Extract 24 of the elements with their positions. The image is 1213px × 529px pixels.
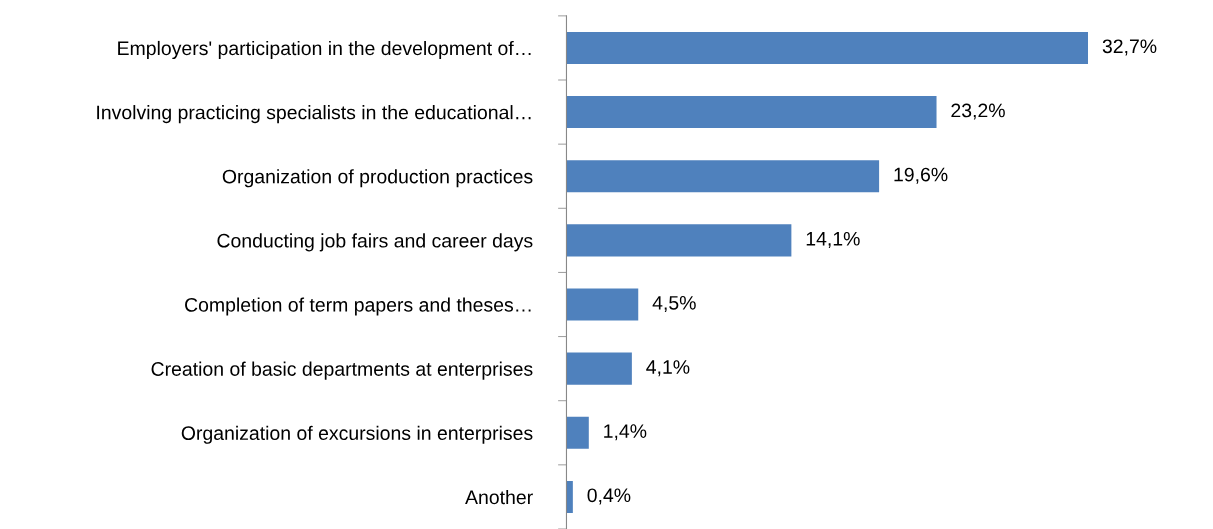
bar — [566, 352, 632, 385]
data-label: 0,4% — [587, 488, 631, 505]
bar — [566, 480, 573, 513]
bar — [566, 416, 589, 449]
data-label: 23,2% — [951, 103, 1005, 120]
data-label: 32,7% — [1102, 39, 1157, 56]
data-label: 14,1% — [806, 231, 860, 248]
y-tick-label: Organization of production practices — [222, 169, 533, 188]
bar — [566, 224, 792, 257]
data-label: 4,5% — [652, 296, 696, 313]
y-tick-label: Organization of excursions in enterprises — [181, 425, 533, 444]
y-tick-label: Employers' participation in the development of… — [118, 40, 531, 60]
y-tick-label: Another — [465, 489, 533, 505]
bar — [566, 96, 937, 129]
data-label: 1,4% — [604, 424, 647, 441]
y-tick-label: Completion of term papers and theses… — [185, 297, 531, 316]
bar — [566, 160, 880, 193]
y-tick-label: Conducting job fairs and career days — [217, 233, 533, 252]
data-label: 4,1% — [646, 360, 690, 377]
y-tick-label: Creation of basic departments at enterprises — [151, 361, 533, 380]
y-tick-label: Involving practicing specialists in the educational… — [97, 105, 531, 124]
data-label: 19,6% — [894, 167, 948, 184]
bar — [566, 288, 639, 321]
bar — [566, 31, 1089, 64]
